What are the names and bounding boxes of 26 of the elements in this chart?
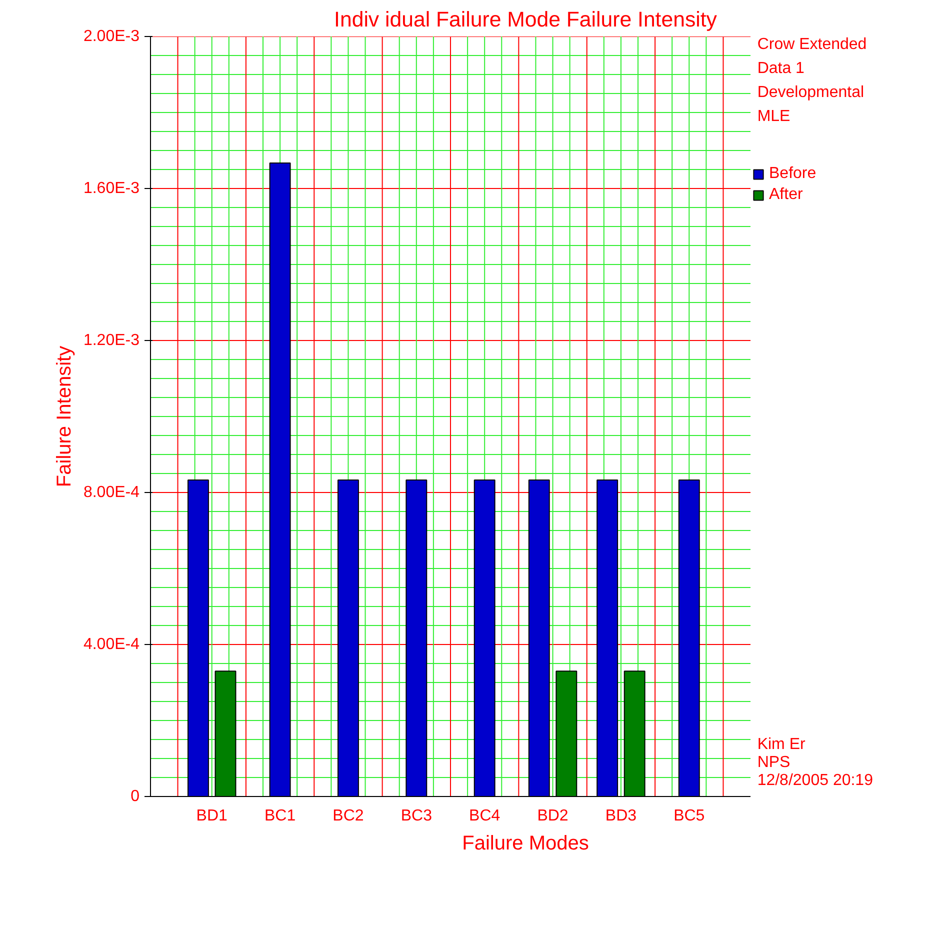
legend-title: Crow Extended bbox=[757, 36, 867, 53]
x-tick-label: BC5 bbox=[674, 808, 705, 824]
text: Developmental bbox=[757, 84, 864, 101]
y-tick-label: 4.00E-4 bbox=[83, 636, 140, 653]
x-tick-label: BC3 bbox=[400, 808, 432, 824]
text: MLE bbox=[757, 108, 790, 125]
x-tick-label: BC4 bbox=[469, 808, 500, 824]
y-tick-label: 2.00E-3 bbox=[83, 28, 140, 45]
text: 12/8/2005 20:19 bbox=[757, 772, 874, 789]
x-tick-label: BC2 bbox=[332, 808, 364, 824]
x-axis-title: Failure Modes bbox=[462, 832, 589, 854]
x-tick-label: BD1 bbox=[196, 808, 228, 824]
chart-title: Indiv idual Failure Mode Failure Intensity bbox=[334, 8, 718, 32]
legend-label: Before bbox=[769, 165, 816, 183]
text: Kim Er bbox=[757, 736, 806, 753]
y-tick-label: 8.00E-4 bbox=[83, 484, 140, 501]
y-tick-label: 1.60E-3 bbox=[83, 180, 140, 197]
x-tick-label: BC1 bbox=[264, 808, 296, 824]
y-axis-title: Failure Intensity bbox=[53, 346, 76, 488]
legend-label: After bbox=[769, 186, 803, 204]
x-tick-label: BD3 bbox=[605, 808, 637, 824]
x-tick-label: BD2 bbox=[537, 808, 568, 824]
text: NPS bbox=[757, 754, 790, 771]
y-tick-label: 0 bbox=[130, 788, 140, 805]
text: Data 1 bbox=[757, 60, 805, 77]
y-tick-label: 1.20E-3 bbox=[83, 332, 140, 349]
